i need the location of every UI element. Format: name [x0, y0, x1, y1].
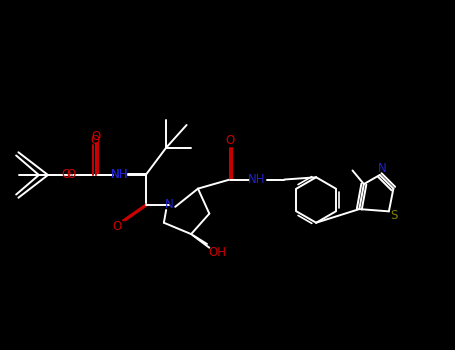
Text: NH: NH — [248, 173, 266, 186]
Text: O: O — [66, 168, 76, 182]
Text: O: O — [90, 133, 99, 147]
Text: NH: NH — [111, 168, 128, 182]
Text: N: N — [165, 198, 174, 211]
Text: S: S — [391, 209, 398, 222]
Text: O: O — [225, 134, 234, 147]
Text: NH: NH — [111, 168, 128, 181]
Text: OH: OH — [208, 246, 227, 259]
Text: O: O — [61, 168, 71, 182]
Text: O: O — [91, 130, 100, 143]
Text: O: O — [113, 220, 122, 233]
Text: N: N — [378, 162, 386, 175]
